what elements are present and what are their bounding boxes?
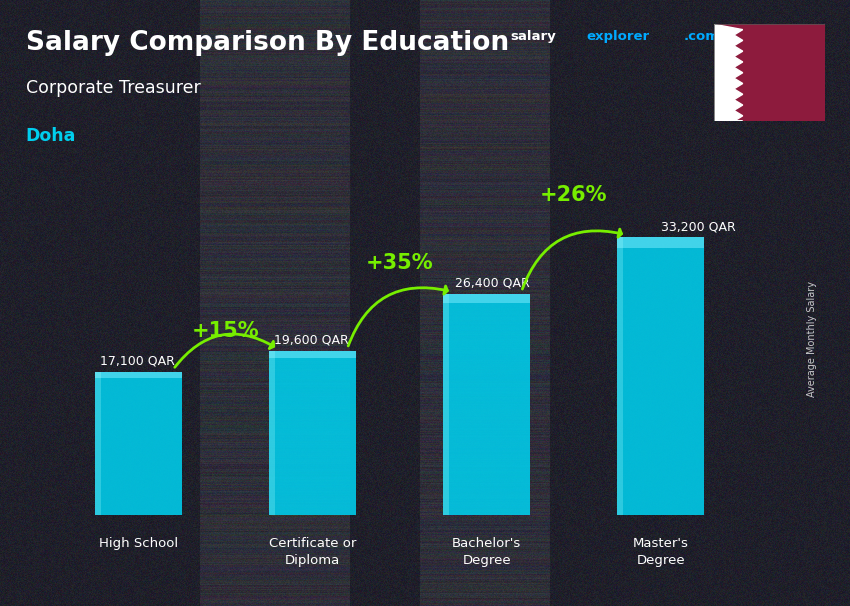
- Text: .com: .com: [683, 30, 719, 43]
- Text: +15%: +15%: [191, 321, 259, 341]
- Bar: [617, 238, 705, 248]
- Text: Bachelor's
Degree: Bachelor's Degree: [452, 537, 521, 567]
- Bar: [94, 372, 182, 378]
- Polygon shape: [714, 24, 743, 121]
- Bar: [94, 372, 101, 515]
- Text: Doha: Doha: [26, 127, 76, 145]
- Bar: [269, 351, 356, 358]
- Text: Certificate or
Diploma: Certificate or Diploma: [269, 537, 356, 567]
- Bar: [269, 351, 356, 515]
- Text: 26,400 QAR: 26,400 QAR: [456, 277, 530, 290]
- Bar: [443, 294, 530, 303]
- Bar: [443, 294, 449, 515]
- Text: 33,200 QAR: 33,200 QAR: [660, 220, 735, 233]
- Text: explorer: explorer: [586, 30, 649, 43]
- Text: 19,600 QAR: 19,600 QAR: [274, 334, 348, 347]
- Text: 17,100 QAR: 17,100 QAR: [100, 355, 175, 368]
- Bar: [94, 372, 182, 515]
- Bar: [617, 238, 623, 515]
- Text: Corporate Treasurer: Corporate Treasurer: [26, 79, 201, 97]
- Text: Salary Comparison By Education: Salary Comparison By Education: [26, 30, 508, 56]
- Text: +35%: +35%: [366, 253, 434, 273]
- Text: salary: salary: [510, 30, 556, 43]
- Bar: [269, 351, 275, 515]
- Bar: [617, 238, 705, 515]
- Text: Master's
Degree: Master's Degree: [632, 537, 688, 567]
- Text: Average Monthly Salary: Average Monthly Salary: [807, 281, 817, 398]
- Bar: [443, 294, 530, 515]
- Text: +26%: +26%: [540, 185, 608, 205]
- Text: High School: High School: [99, 537, 178, 550]
